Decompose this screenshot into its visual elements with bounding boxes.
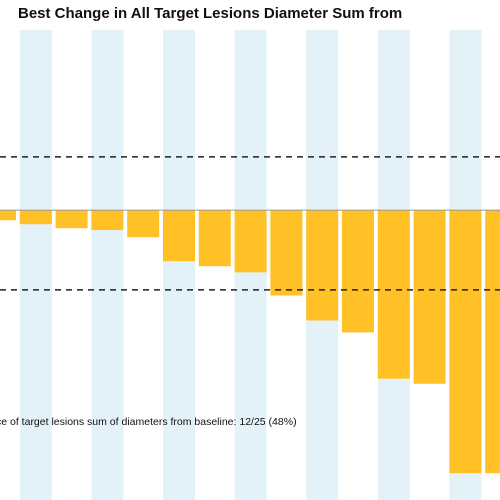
- bars: [0, 210, 500, 474]
- bar: [0, 210, 16, 221]
- annotation: ce of target lesions sum of diameters fr…: [0, 416, 297, 428]
- bar: [270, 210, 303, 296]
- stripe: [91, 30, 124, 500]
- bar: [413, 210, 446, 384]
- bar: [377, 210, 410, 379]
- bar: [91, 210, 124, 231]
- bar: [55, 210, 88, 229]
- bar: [306, 210, 339, 321]
- stripe: [163, 30, 195, 500]
- bar: [19, 210, 52, 225]
- reference-lines: [0, 156, 500, 291]
- bar: [127, 210, 160, 238]
- chart-title: Best Change in All Target Lesions Diamet…: [18, 5, 402, 22]
- bar: [485, 210, 500, 474]
- stripe: [19, 30, 52, 500]
- bar: [198, 210, 231, 267]
- bar: [342, 210, 374, 333]
- bar: [234, 210, 267, 273]
- bar: [163, 210, 195, 262]
- bar: [449, 210, 482, 474]
